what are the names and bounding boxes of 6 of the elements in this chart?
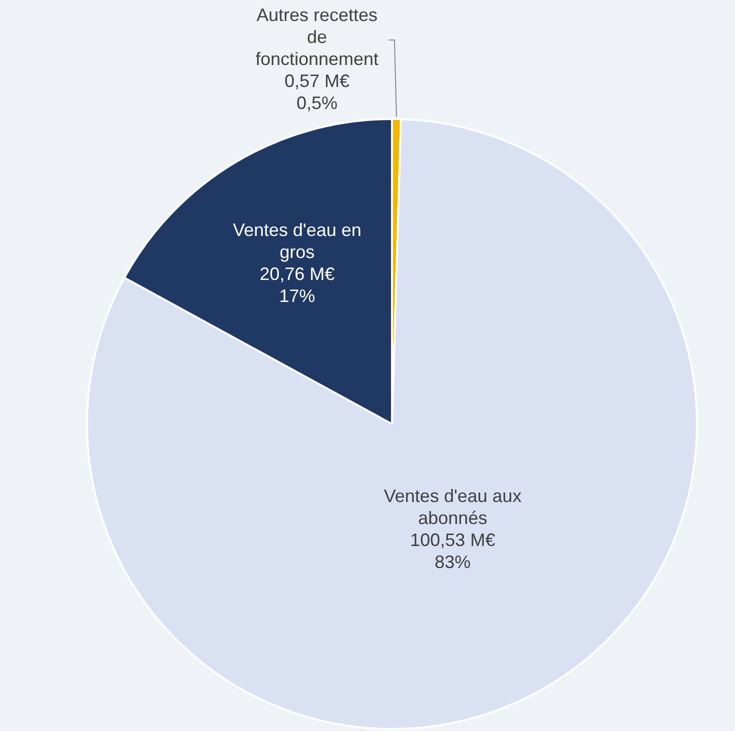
data-label: 100,53 M€ 83% [410,530,496,572]
slice-label: Autres recettes de fonctionnement [255,4,379,69]
slice-label: Ventes d'eau aux abonnés [384,486,522,528]
data-label: 20,76 M€ 17% [260,264,335,306]
slice-label: Ventes d'eau en gros [232,220,362,262]
data-label: 0,57 M€ 0,5% [284,70,350,113]
